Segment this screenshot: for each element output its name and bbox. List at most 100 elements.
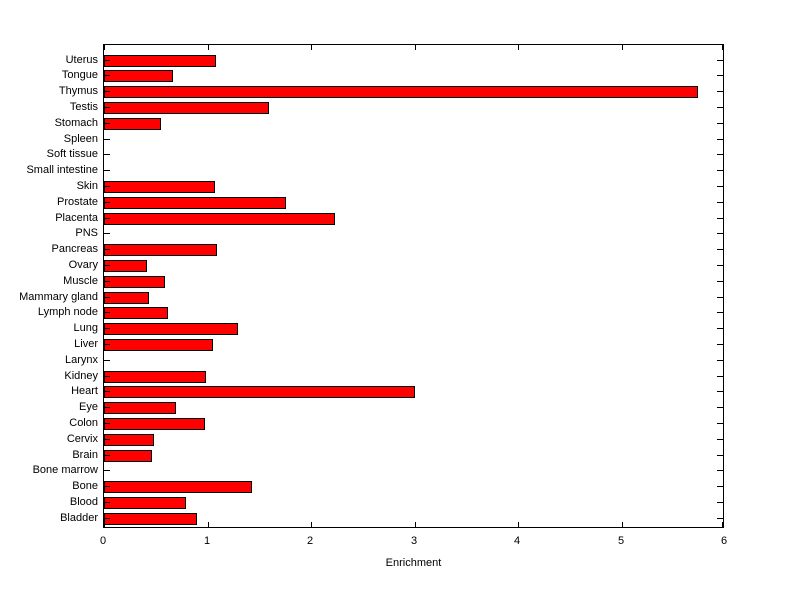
y-axis-tick-left bbox=[104, 106, 110, 108]
bar bbox=[104, 54, 216, 67]
x-tick-label: 0 bbox=[99, 535, 107, 547]
x-axis-label: Enrichment bbox=[385, 557, 442, 569]
y-tick-label: Bladder bbox=[60, 511, 98, 524]
y-tick-label: Bone bbox=[72, 480, 98, 493]
x-axis-tick-bottom bbox=[415, 522, 416, 527]
y-axis-tick-right bbox=[717, 170, 723, 172]
y-axis-tick-left bbox=[104, 185, 110, 187]
y-tick-label: Heart bbox=[71, 385, 98, 398]
y-tick-label: Pancreas bbox=[51, 243, 98, 256]
x-axis-tick-top bbox=[104, 45, 105, 50]
y-axis-tick-left bbox=[104, 422, 110, 424]
x-axis-tick-top bbox=[622, 45, 623, 50]
x-axis-tick-top bbox=[208, 45, 209, 50]
y-tick-label: Colon bbox=[69, 416, 98, 429]
y-axis-tick-left bbox=[104, 154, 110, 156]
y-axis-tick-left bbox=[104, 264, 110, 266]
y-axis-tick-left bbox=[104, 328, 110, 330]
y-axis-tick-right bbox=[717, 217, 723, 219]
bar bbox=[104, 323, 238, 336]
y-axis-tick-right bbox=[717, 138, 723, 140]
y-axis-tick-left bbox=[104, 170, 110, 172]
y-axis-tick-right bbox=[717, 249, 723, 251]
y-axis-tick-right bbox=[717, 91, 723, 93]
bar bbox=[104, 275, 165, 288]
y-tick-label: Spleen bbox=[63, 132, 98, 145]
y-tick-label: Bone marrow bbox=[32, 464, 98, 477]
y-axis-tick-right bbox=[717, 517, 723, 519]
bar bbox=[104, 196, 286, 209]
y-axis-tick-right bbox=[717, 486, 723, 488]
y-tick-label: Skin bbox=[76, 179, 98, 192]
x-axis-tick-bottom bbox=[622, 522, 623, 527]
y-axis-tick-right bbox=[717, 422, 723, 424]
x-tick-label: 1 bbox=[203, 535, 211, 547]
bar bbox=[104, 433, 154, 446]
x-axis-tick-top bbox=[722, 45, 723, 50]
bar bbox=[104, 481, 252, 494]
y-axis-tick-left bbox=[104, 454, 110, 456]
y-axis-tick-left bbox=[104, 75, 110, 77]
y-tick-label: Ovary bbox=[68, 258, 98, 271]
bar bbox=[104, 512, 197, 525]
bar bbox=[104, 370, 206, 383]
bar bbox=[104, 244, 217, 257]
y-tick-label: Small intestine bbox=[26, 164, 98, 177]
y-axis-tick-left bbox=[104, 312, 110, 314]
y-axis-tick-right bbox=[717, 185, 723, 187]
y-axis-tick-left bbox=[104, 280, 110, 282]
bar bbox=[104, 386, 415, 399]
y-tick-label: Lymph node bbox=[37, 306, 98, 319]
y-axis-tick-right bbox=[717, 501, 723, 503]
bar bbox=[104, 417, 205, 430]
bar bbox=[104, 402, 176, 415]
bar bbox=[104, 86, 698, 99]
bar bbox=[104, 117, 161, 130]
y-axis-tick-right bbox=[717, 359, 723, 361]
y-axis-tick-right bbox=[717, 154, 723, 156]
y-tick-label: Tongue bbox=[61, 69, 98, 82]
y-axis-tick-right bbox=[717, 407, 723, 409]
y-axis-tick-right bbox=[717, 264, 723, 266]
y-axis-tick-right bbox=[717, 201, 723, 203]
y-axis-tick-right bbox=[717, 296, 723, 298]
bar bbox=[104, 212, 335, 225]
y-axis-tick-left bbox=[104, 438, 110, 440]
y-axis-tick-right bbox=[717, 328, 723, 330]
plot-area bbox=[103, 44, 724, 528]
y-tick-label: Placenta bbox=[55, 211, 98, 224]
y-axis-tick-left bbox=[104, 201, 110, 203]
y-axis-tick-right bbox=[717, 75, 723, 77]
y-axis-tick-left bbox=[104, 517, 110, 519]
y-axis-tick-right bbox=[717, 454, 723, 456]
y-tick-label: Thymus bbox=[58, 85, 98, 98]
y-axis-tick-left bbox=[104, 122, 110, 124]
x-tick-label: 2 bbox=[306, 535, 314, 547]
y-axis-tick-left bbox=[104, 233, 110, 235]
x-axis-tick-top bbox=[311, 45, 312, 50]
y-axis-tick-right bbox=[717, 312, 723, 314]
y-axis-tick-right bbox=[717, 280, 723, 282]
y-tick-label: PNS bbox=[75, 227, 98, 240]
bar bbox=[104, 307, 168, 320]
y-tick-label: Prostate bbox=[57, 195, 98, 208]
y-axis-tick-right bbox=[717, 122, 723, 124]
y-tick-label: Uterus bbox=[65, 53, 98, 66]
x-tick-label: 3 bbox=[410, 535, 418, 547]
y-axis-tick-left bbox=[104, 249, 110, 251]
y-axis-tick-left bbox=[104, 138, 110, 140]
y-axis-tick-left bbox=[104, 359, 110, 361]
bar bbox=[104, 496, 186, 509]
x-axis-tick-bottom bbox=[722, 522, 723, 527]
y-tick-label: Stomach bbox=[54, 116, 98, 129]
x-axis-tick-top bbox=[415, 45, 416, 50]
y-axis-tick-right bbox=[717, 106, 723, 108]
y-tick-label: Cervix bbox=[66, 432, 98, 445]
y-axis-tick-right bbox=[717, 391, 723, 393]
y-axis-tick-right bbox=[717, 375, 723, 377]
y-axis-tick-left bbox=[104, 91, 110, 93]
bar bbox=[104, 70, 173, 83]
y-axis-tick-right bbox=[717, 470, 723, 472]
y-axis-tick-left bbox=[104, 59, 110, 61]
